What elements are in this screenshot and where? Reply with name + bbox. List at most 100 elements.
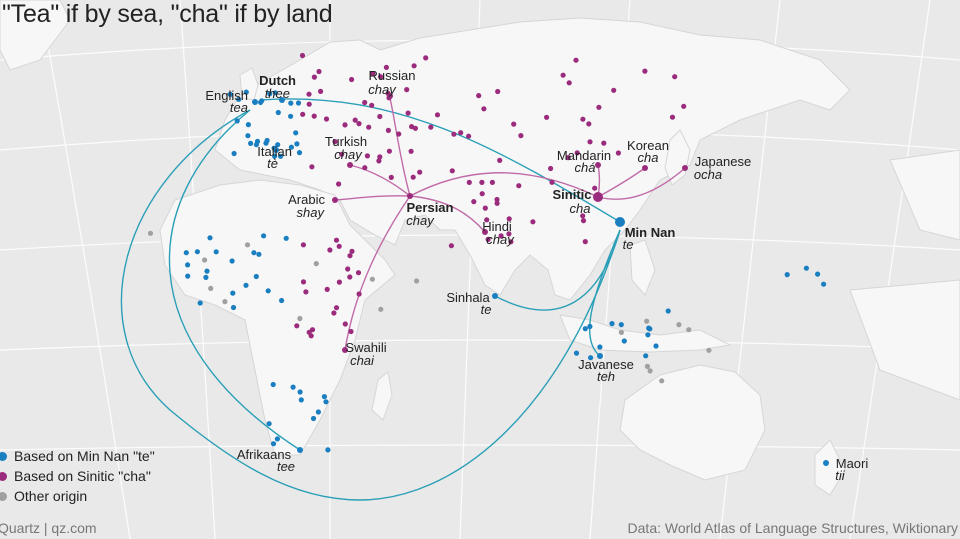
- language-dot: [362, 99, 368, 106]
- language-dot: [345, 266, 351, 272]
- language-dot: [270, 381, 276, 388]
- language-dot: [297, 315, 303, 322]
- language-dot: [511, 121, 517, 127]
- language-dot: [451, 131, 457, 137]
- language-dot: [331, 310, 337, 316]
- language-dot: [574, 150, 580, 156]
- language-word: cha: [570, 201, 591, 216]
- language-dot: [565, 155, 571, 161]
- language-dot: [272, 153, 278, 159]
- language-dot: [369, 276, 375, 282]
- legend-label-sinitic: Based on Sinitic "cha": [14, 468, 151, 484]
- language-dot: [449, 168, 455, 174]
- language-dot: [434, 112, 441, 118]
- language-name: Swahili: [345, 340, 386, 355]
- language-dot: [669, 114, 676, 120]
- language-dot: [548, 165, 554, 172]
- language-dot: [147, 230, 154, 236]
- route-sea-javanese: [588, 229, 621, 357]
- language-dot: [253, 142, 259, 148]
- language-dot: [259, 98, 265, 104]
- language-dot: [275, 142, 281, 148]
- legend-dot-other: [0, 491, 7, 501]
- route-land-russia: [389, 97, 411, 197]
- language-dot: [256, 251, 262, 257]
- language-dot: [601, 140, 607, 146]
- language-dot: [333, 237, 340, 243]
- language-dot: [370, 71, 376, 77]
- language-name: Afrikaans: [237, 447, 292, 462]
- language-dot: [676, 322, 682, 328]
- language-name: Korean: [627, 138, 669, 153]
- footer-source: Quartz | qz.com: [0, 520, 97, 536]
- language-dot: [803, 265, 810, 271]
- language-dot: [313, 261, 319, 267]
- routes: [120, 97, 686, 501]
- language-dot: [411, 63, 417, 69]
- language-name: Javanese: [578, 357, 634, 372]
- language-dot: [273, 147, 279, 153]
- language-dot: [323, 116, 330, 122]
- language-dot: [309, 327, 316, 333]
- language-dot: [417, 169, 423, 175]
- language-dot: [518, 133, 524, 139]
- language-dot: [194, 249, 200, 255]
- language-dot: [300, 111, 306, 117]
- language-dot: [580, 218, 587, 224]
- language-dot: [294, 141, 300, 147]
- language-dot: [582, 326, 588, 332]
- language-dot: [236, 96, 242, 102]
- language-dot: [588, 355, 594, 361]
- language-dot: [333, 305, 340, 311]
- language-dot: [482, 229, 488, 235]
- language-dot: [245, 133, 251, 139]
- legend: Based on Min Nan "te" Based on Sinitic "…: [0, 446, 155, 506]
- language-dot: [653, 343, 659, 349]
- language-dot: [315, 409, 321, 415]
- language-name: Sinitic: [552, 187, 591, 202]
- language-dot: [272, 90, 278, 96]
- language-word: chay: [486, 232, 515, 247]
- language-dot: [498, 233, 504, 239]
- language-dot: [407, 193, 413, 199]
- language-dot: [279, 97, 285, 103]
- language-dot: [410, 174, 416, 180]
- language-dot: [202, 257, 208, 263]
- language-dot: [230, 304, 237, 311]
- language-dot: [544, 114, 550, 120]
- language-word: chá: [575, 160, 596, 175]
- route-land-swahili: [344, 195, 411, 351]
- language-dot: [309, 164, 315, 170]
- language-dot: [815, 271, 821, 277]
- language-dot: [647, 368, 653, 374]
- language-word: chay: [406, 213, 435, 228]
- language-dot: [306, 101, 312, 107]
- language-dot: [369, 102, 375, 108]
- language-dot: [306, 91, 312, 97]
- language-dot: [587, 139, 593, 145]
- language-dot: [244, 242, 251, 248]
- language-dot: [508, 239, 514, 245]
- language-word: chai: [350, 353, 375, 368]
- language-dot: [203, 274, 209, 280]
- language-dot: [356, 291, 362, 297]
- language-dot: [297, 447, 303, 453]
- language-dot: [387, 93, 393, 99]
- language-dot: [348, 328, 354, 335]
- language-dot: [321, 394, 327, 400]
- language-dot: [290, 384, 296, 390]
- language-dot: [336, 279, 342, 285]
- language-dot: [270, 441, 277, 447]
- legend-dot-min-nan: [0, 451, 7, 461]
- language-name: Maori: [836, 456, 869, 471]
- language-word: tee: [277, 459, 295, 474]
- land-south-pacific: [849, 279, 960, 401]
- language-name: Dutch: [259, 73, 296, 88]
- language-dot: [377, 154, 383, 160]
- language-dot: [665, 308, 671, 314]
- language-dot: [336, 243, 342, 249]
